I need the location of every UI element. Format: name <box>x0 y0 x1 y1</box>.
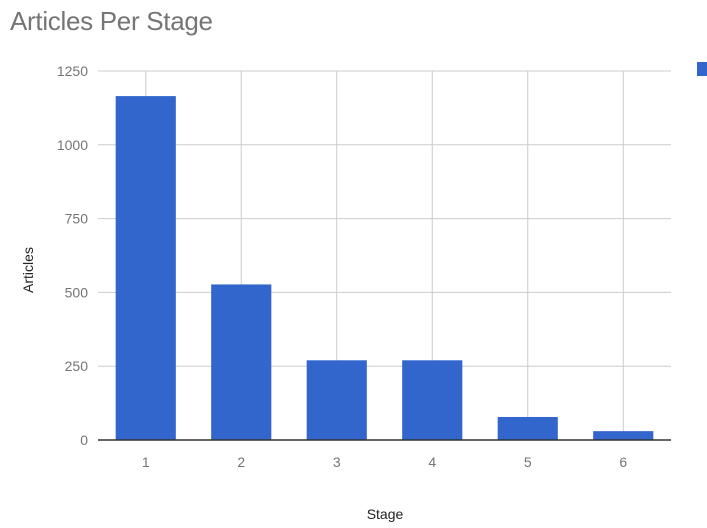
y-tick-label: 750 <box>65 211 89 227</box>
bar-stage-2[interactable] <box>211 284 272 440</box>
chart-title: Articles Per Stage <box>10 6 213 36</box>
x-tick-label: 3 <box>333 454 341 470</box>
bars <box>115 96 654 440</box>
x-tick-labels: 1 2 3 4 5 6 <box>142 454 628 470</box>
y-axis-label: Articles <box>20 247 36 293</box>
x-tick-label: 5 <box>524 454 532 470</box>
x-tick-label: 6 <box>619 454 627 470</box>
bar-stage-6[interactable] <box>593 431 654 440</box>
x-tick-label: 1 <box>142 454 150 470</box>
y-tick-label: 1250 <box>57 63 88 79</box>
legend-swatch <box>697 62 707 76</box>
bar-stage-1[interactable] <box>115 96 176 440</box>
bar-stage-5[interactable] <box>497 416 558 440</box>
y-tick-label: 250 <box>65 358 89 374</box>
x-tick-label: 2 <box>237 454 245 470</box>
y-tick-label: 1000 <box>57 137 88 153</box>
x-tick-label: 4 <box>428 454 436 470</box>
bar-stage-3[interactable] <box>306 360 367 440</box>
y-tick-labels: 0 250 500 750 1000 1250 <box>57 63 88 448</box>
y-tick-label: 0 <box>80 432 88 448</box>
gridlines <box>98 70 671 440</box>
y-tick-label: 500 <box>65 284 89 300</box>
bar-stage-4[interactable] <box>402 360 463 440</box>
x-axis-label: Stage <box>366 506 404 522</box>
